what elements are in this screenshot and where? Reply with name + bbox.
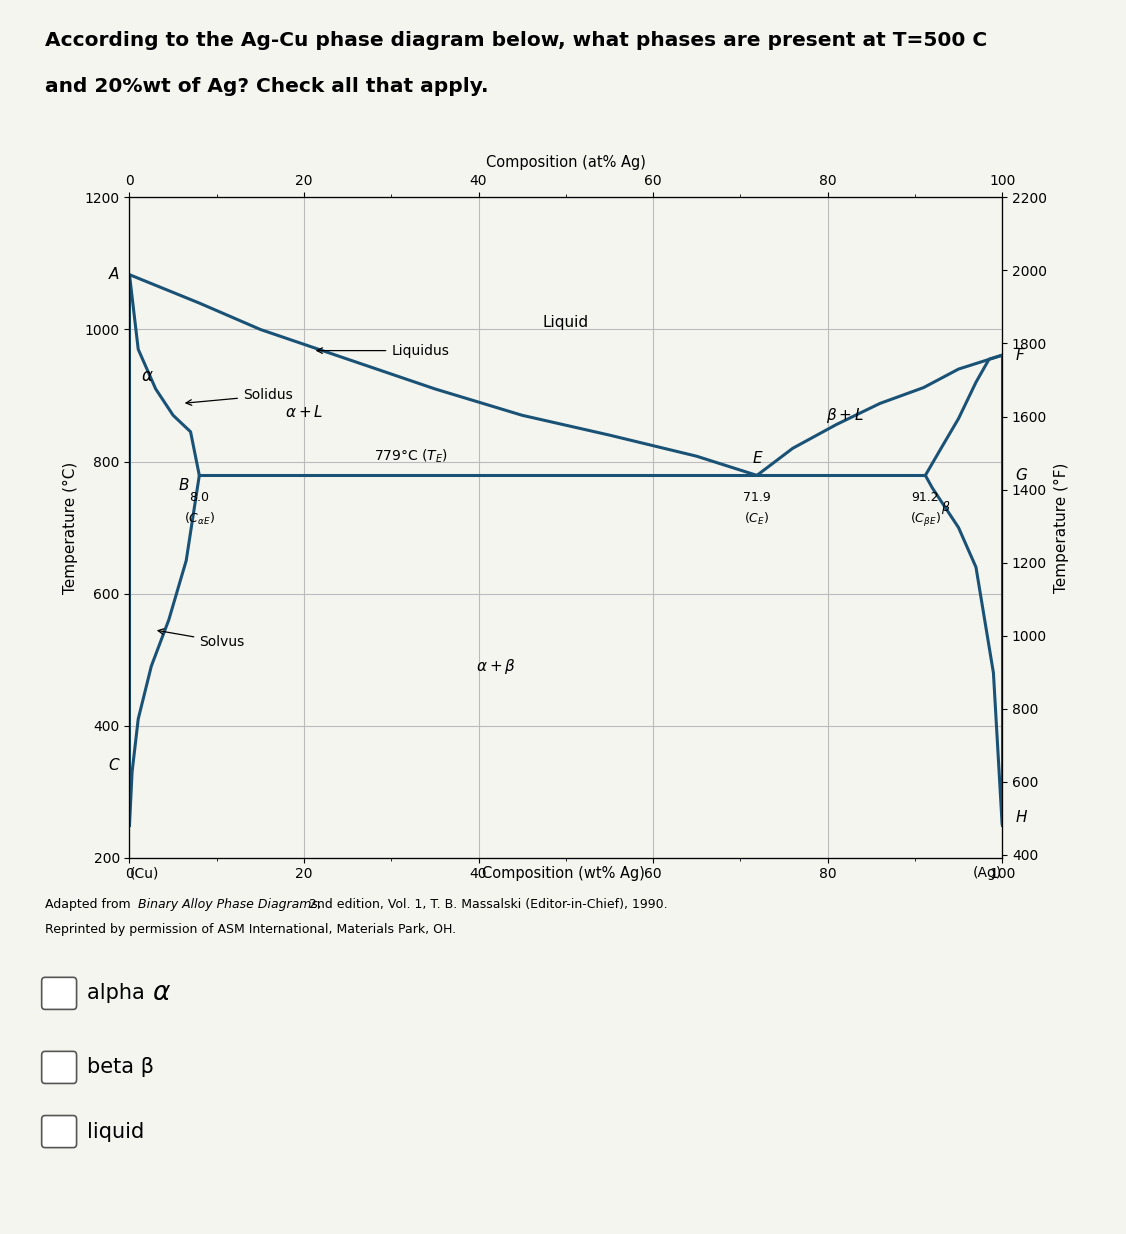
Text: A: A — [108, 268, 119, 283]
Text: and 20%wt of Ag? Check all that apply.: and 20%wt of Ag? Check all that apply. — [45, 77, 489, 95]
Text: F: F — [1016, 348, 1024, 363]
Text: beta β: beta β — [87, 1058, 154, 1077]
Text: G: G — [1016, 468, 1027, 482]
Text: $\beta$: $\beta$ — [940, 500, 950, 516]
Text: H: H — [1016, 810, 1027, 824]
Text: $\beta + L$: $\beta + L$ — [826, 406, 864, 424]
Text: 91.2: 91.2 — [912, 491, 939, 505]
Text: $\alpha$: $\alpha$ — [141, 366, 153, 385]
Text: Liquidus: Liquidus — [316, 343, 449, 358]
Y-axis label: Temperature (°C): Temperature (°C) — [63, 462, 78, 594]
Text: (Ag): (Ag) — [973, 866, 1002, 880]
Text: Reprinted by permission of ASM International, Materials Park, OH.: Reprinted by permission of ASM Internati… — [45, 923, 456, 937]
Text: 779°C ($T_E$): 779°C ($T_E$) — [374, 448, 448, 465]
Text: E: E — [752, 452, 761, 466]
Text: Adapted from: Adapted from — [45, 898, 135, 912]
Y-axis label: Temperature (°F): Temperature (°F) — [1054, 463, 1069, 592]
Text: Solidus: Solidus — [186, 389, 293, 405]
Text: According to the Ag-Cu phase diagram below, what phases are present at T=500 C: According to the Ag-Cu phase diagram bel… — [45, 31, 988, 49]
Text: $(C_{\alpha E})$: $(C_{\alpha E})$ — [184, 511, 215, 527]
Text: 2nd edition, Vol. 1, T. B. Massalski (Editor-in-Chief), 1990.: 2nd edition, Vol. 1, T. B. Massalski (Ed… — [305, 898, 668, 912]
Text: $(C_E)$: $(C_E)$ — [744, 511, 769, 527]
Text: $\alpha + \beta$: $\alpha + \beta$ — [476, 656, 516, 676]
Text: $\alpha$: $\alpha$ — [152, 980, 171, 1007]
Text: Liquid: Liquid — [543, 316, 589, 331]
Text: (Cu): (Cu) — [129, 866, 159, 880]
X-axis label: Composition (at% Ag): Composition (at% Ag) — [486, 154, 645, 170]
Text: C: C — [108, 758, 119, 772]
Text: Binary Alloy Phase Diagrams,: Binary Alloy Phase Diagrams, — [138, 898, 322, 912]
Text: 8.0: 8.0 — [189, 491, 209, 505]
Text: alpha: alpha — [87, 983, 151, 1003]
Text: liquid: liquid — [87, 1122, 144, 1141]
Text: Solvus: Solvus — [158, 629, 244, 649]
Text: Composition (wt% Ag): Composition (wt% Ag) — [482, 866, 644, 881]
Text: B: B — [178, 478, 189, 494]
Text: $(C_{\beta E})$: $(C_{\beta E})$ — [910, 511, 941, 529]
Text: 71.9: 71.9 — [743, 491, 771, 505]
Text: $\alpha + L$: $\alpha + L$ — [285, 404, 323, 420]
